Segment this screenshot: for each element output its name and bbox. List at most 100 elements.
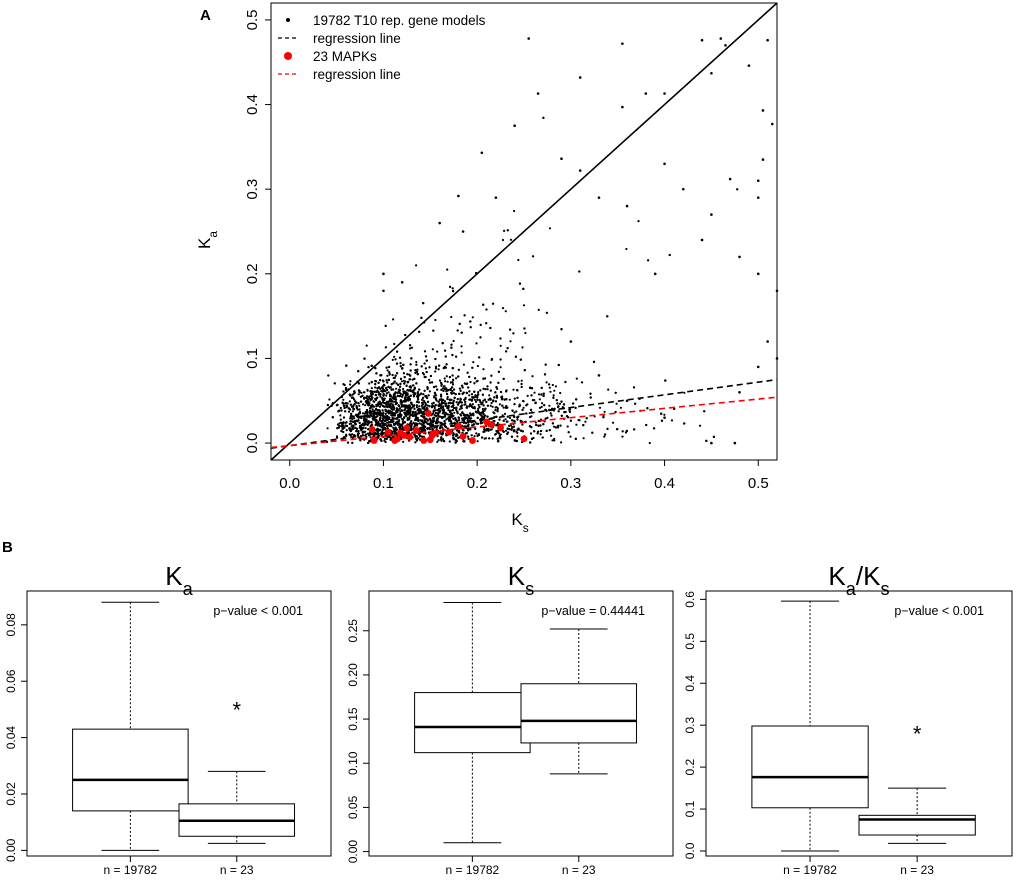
data-point [402, 418, 405, 422]
data-point [407, 408, 410, 411]
data-point [377, 381, 380, 384]
data-point [530, 387, 534, 390]
data-point [409, 410, 412, 413]
data-point [625, 399, 629, 403]
data-point [406, 417, 409, 420]
data-point [498, 418, 501, 421]
data-point [400, 380, 404, 383]
data-point [416, 395, 419, 398]
data-point [500, 398, 504, 401]
data-point [422, 406, 425, 409]
data-point [524, 331, 527, 335]
data-point [370, 420, 373, 424]
data-point [668, 253, 671, 257]
data-point [428, 390, 431, 393]
data-point [379, 393, 382, 396]
data-point [551, 422, 555, 425]
data-point [378, 386, 381, 389]
data-point [499, 366, 502, 369]
data-point [360, 416, 363, 420]
mapk-point [487, 421, 495, 428]
data-point [420, 435, 423, 438]
data-point [538, 398, 541, 401]
data-point [534, 401, 537, 404]
data-point [448, 440, 451, 443]
data-point [582, 424, 585, 427]
data-point [444, 404, 447, 407]
data-point [451, 389, 454, 393]
mapk-point [420, 437, 428, 444]
data-point [386, 388, 389, 392]
data-point [384, 402, 387, 405]
data-point [578, 169, 582, 172]
data-point [632, 386, 636, 389]
data-point [647, 259, 650, 262]
data-point [404, 411, 407, 414]
data-point [379, 402, 382, 405]
data-point [446, 392, 449, 396]
data-point [445, 363, 448, 366]
data-point [379, 425, 382, 428]
data-point [425, 395, 428, 398]
data-point [775, 289, 779, 293]
data-point [477, 410, 480, 413]
data-point [360, 391, 363, 394]
data-point [462, 363, 465, 366]
data-point [426, 422, 429, 425]
data-point [400, 403, 403, 406]
data-point [443, 387, 446, 391]
data-point [425, 417, 428, 420]
legend-marker [284, 52, 292, 60]
data-point [712, 435, 716, 438]
data-point [400, 280, 404, 284]
data-point [473, 382, 476, 385]
data-point [474, 377, 477, 380]
data-point [435, 426, 438, 429]
data-point [365, 414, 368, 417]
data-point [326, 427, 329, 430]
data-point [368, 421, 371, 424]
data-point [548, 227, 552, 230]
data-point [345, 424, 349, 428]
data-point [355, 404, 358, 408]
data-point [456, 398, 459, 401]
data-point [523, 369, 526, 372]
data-point [517, 380, 520, 383]
data-point [379, 395, 382, 398]
data-point [468, 416, 471, 419]
data-point [409, 374, 412, 377]
y-tick-label: 0.15 [346, 707, 360, 731]
data-point [442, 405, 445, 408]
plot-frame [26, 590, 332, 857]
data-point [440, 399, 443, 402]
data-point [444, 402, 447, 405]
data-point [499, 337, 502, 340]
data-point [345, 429, 348, 432]
data-point [496, 410, 499, 413]
data-point [370, 381, 373, 384]
data-point [349, 383, 352, 386]
data-point [568, 408, 571, 411]
data-point [484, 407, 487, 410]
data-point [621, 42, 624, 45]
data-point [390, 383, 393, 386]
data-point [575, 398, 578, 401]
data-point [540, 405, 543, 408]
data-point [399, 365, 402, 368]
data-point [448, 376, 451, 379]
data-point [433, 396, 436, 399]
data-point [464, 397, 467, 400]
data-point [469, 428, 472, 431]
data-point [575, 423, 578, 426]
y-tick-label: 0.20 [346, 663, 360, 687]
data-point [445, 418, 448, 421]
data-point [352, 408, 356, 411]
data-point [391, 358, 394, 361]
data-point [460, 401, 463, 404]
data-point [460, 414, 463, 417]
data-point [348, 393, 351, 396]
data-point [477, 391, 480, 394]
data-point [409, 369, 412, 372]
data-point [597, 374, 601, 377]
category-label: n = 23 [900, 863, 934, 877]
